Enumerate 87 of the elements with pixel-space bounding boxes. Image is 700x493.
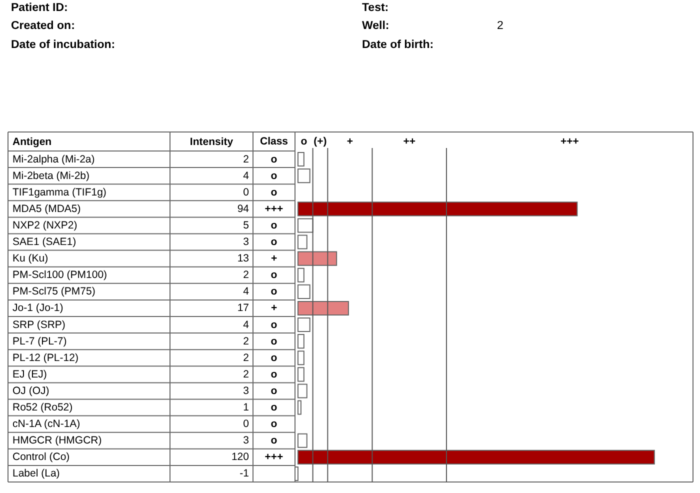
data-label: 120	[231, 451, 250, 464]
y-tick-label: PM-Scl75 (PM75)	[12, 286, 96, 298]
y-tick-label: MDA5 (MDA5)	[12, 202, 81, 215]
y-tick-label: EJ (EJ)	[12, 368, 47, 380]
data-label: 2	[243, 352, 250, 364]
data-label: 4	[243, 170, 250, 182]
x-axis-title: Intensity	[190, 136, 234, 148]
bar	[297, 350, 304, 366]
text: +	[346, 136, 354, 148]
text: 2	[497, 20, 504, 32]
data-label: 17	[237, 302, 250, 314]
bar	[297, 367, 304, 382]
y-tick-label: Label (La)	[12, 468, 60, 480]
data-label: 2	[243, 368, 250, 380]
y-tick-label: PL-7 (PL-7)	[12, 335, 67, 348]
text: o	[270, 368, 278, 380]
bar	[297, 152, 304, 167]
y-tick-label: Ku (Ku)	[12, 252, 48, 265]
text: +++	[264, 451, 284, 464]
text: o	[270, 418, 278, 430]
data-label: 3	[243, 384, 250, 397]
text: o	[270, 153, 278, 166]
text: o	[270, 219, 278, 232]
bar	[297, 268, 304, 282]
y-tick-label: OJ (OJ)	[12, 384, 50, 397]
data-label: 2	[243, 269, 250, 282]
text: Date of incubation:	[11, 39, 116, 51]
y-tick-label: Jo-1 (Jo-1)	[12, 302, 64, 314]
text: Date of birth:	[362, 39, 434, 51]
text: o	[270, 402, 278, 414]
y-tick-label: Control (Co)	[12, 451, 70, 464]
data-label: 0	[243, 418, 250, 430]
bar	[297, 334, 304, 349]
text: Class	[260, 136, 288, 148]
data-label: 3	[243, 434, 250, 447]
text: o	[270, 269, 278, 282]
text: o	[270, 318, 278, 331]
data-label: -1	[240, 468, 250, 480]
bar	[297, 284, 310, 299]
text: o	[270, 186, 278, 198]
y-axis-title: Antigen	[12, 136, 52, 148]
data-label: 2	[243, 335, 250, 348]
text: Test:	[362, 2, 389, 14]
y-tick-label: cN-1A (cN-1A)	[12, 418, 80, 430]
data-label: 0	[243, 186, 250, 198]
text: o	[270, 286, 278, 298]
y-tick-label: PM-Scl100 (PM100)	[12, 269, 108, 282]
text: o	[270, 434, 278, 447]
y-tick-label: SRP (SRP)	[12, 318, 66, 331]
data-label: 4	[243, 318, 250, 331]
text: o	[270, 170, 278, 182]
bar	[297, 300, 349, 316]
text: o	[300, 136, 308, 148]
text: o	[270, 236, 278, 248]
text: +++	[560, 136, 579, 148]
data-label: 2	[243, 153, 250, 166]
data-label: 94	[237, 202, 250, 215]
y-tick-label: PL-12 (PL-12)	[12, 352, 78, 364]
text: Well:	[362, 20, 390, 32]
bar	[297, 168, 310, 184]
text: (+)	[314, 136, 327, 148]
bar	[297, 202, 578, 216]
text: +	[270, 302, 278, 314]
y-tick-label: TIF1gamma (TIF1g)	[12, 186, 106, 198]
y-tick-label: SAE1 (SAE1)	[12, 236, 76, 248]
bar	[297, 251, 338, 266]
text: Patient ID:	[11, 2, 68, 14]
y-tick-label: NXP2 (NXP2)	[12, 219, 78, 232]
y-tick-label: Mi-2alpha (Mi-2a)	[12, 153, 95, 166]
text: o	[270, 352, 278, 364]
y-tick-label: HMGCR (HMGCR)	[12, 434, 102, 447]
y-tick-label: Mi-2beta (Mi-2b)	[12, 170, 90, 182]
data-label: 4	[243, 286, 250, 298]
data-label: 5	[243, 219, 250, 232]
data-label: 3	[243, 236, 250, 248]
bar	[297, 317, 310, 332]
text: Created on:	[11, 20, 75, 32]
text: ++	[403, 136, 416, 148]
bar	[297, 433, 308, 448]
data-label: 13	[237, 252, 250, 265]
text: o	[270, 335, 278, 348]
bar	[297, 450, 655, 464]
text: +++	[264, 202, 284, 215]
data-label: 1	[243, 402, 250, 414]
y-tick-label: Ro52 (Ro52)	[12, 402, 73, 414]
text: +	[270, 252, 278, 265]
text: o	[270, 384, 278, 397]
